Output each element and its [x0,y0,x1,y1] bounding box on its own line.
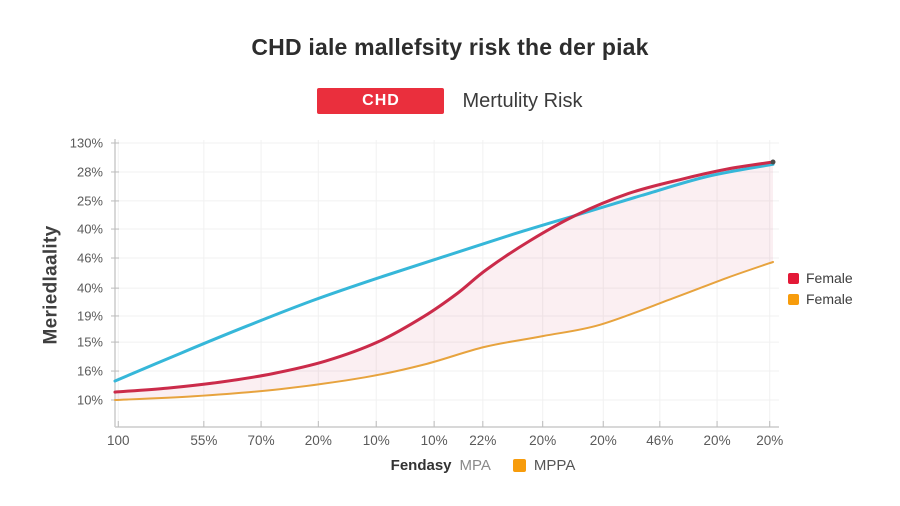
x-tick-label: 20% [305,433,332,448]
y-tick-label: 15% [77,335,103,350]
footer-swatch-label: MPPA [533,457,576,474]
x-tick-label: 100 [107,433,130,448]
y-tick-label: 40% [77,281,103,296]
series-line-Female [114,261,774,401]
x-axis-label-light: MPA [459,457,491,474]
subtitle-caption: Mertulity Risk [462,89,583,112]
x-tick-label: 20% [756,433,783,448]
series-line-Female [113,160,775,394]
x-tick-label: 46% [646,433,673,448]
x-tick-label: 70% [248,433,275,448]
chd-badge: CHD [317,88,445,114]
legend-item: Female [788,270,853,286]
series-legend: Female Female [788,270,853,307]
x-tick-label: 20% [529,433,556,448]
x-tick-label: 22% [469,433,496,448]
legend-swatch-orange-icon [788,293,799,305]
x-tick-label: 10% [363,433,390,448]
footer-swatch-orange-icon [512,459,526,472]
line-end-dot [770,159,776,165]
x-axis-footer: Fendasy MPA MPPA [0,457,900,474]
legend-item: Female [788,291,853,307]
x-tick-label: 20% [590,433,617,448]
chart-title: CHD iale mallefsity risk the der piak [251,34,649,60]
x-tick-label: 10% [421,433,448,448]
y-tick-label: 130% [70,136,104,151]
y-tick-label: 25% [77,193,103,208]
x-tick-label: 20% [704,433,731,448]
y-tick-label: 40% [77,222,103,237]
legend-label: Female [806,270,853,286]
y-tick-label: 28% [77,165,103,180]
subtitle-row: CHD Mertulity Risk [0,88,900,114]
series-line-unlabeled-blue [113,162,775,383]
area-fill [115,162,773,400]
x-axis-label-bold: Fendasy [390,457,452,474]
y-tick-label: 46% [77,251,103,266]
y-tick-label: 16% [77,364,103,379]
y-tick-label: 10% [77,393,103,408]
legend-label: Female [806,291,853,307]
legend-swatch-red-icon [788,272,799,284]
y-tick-label: 19% [77,309,103,324]
x-tick-label: 55% [190,433,217,448]
